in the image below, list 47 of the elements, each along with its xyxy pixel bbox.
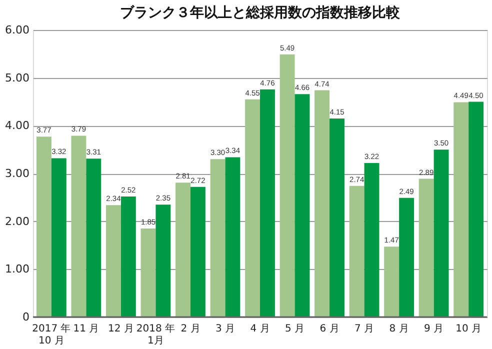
bar	[71, 136, 86, 317]
x-tick-label: 8 月	[389, 324, 409, 334]
y-tick-label: 0	[22, 310, 30, 324]
bar	[280, 54, 295, 317]
bar	[418, 178, 434, 317]
bar	[140, 228, 156, 317]
bar	[225, 157, 240, 317]
bar	[454, 102, 469, 317]
bar	[86, 158, 102, 317]
x-tick-label: 11 月	[73, 324, 100, 334]
x-tick-label: 3 月	[215, 324, 236, 334]
bar	[51, 158, 66, 317]
bar	[330, 118, 344, 317]
bar	[349, 186, 364, 317]
bar	[245, 99, 260, 317]
bar	[384, 246, 400, 317]
chart-title: ブランク３年以上と総採用数の指数推移比較	[120, 4, 401, 21]
x-tick-label: 5 月	[284, 324, 305, 334]
y-tick-label: 3.00	[5, 167, 30, 180]
bar	[260, 89, 275, 317]
x-tick-label: 7 月	[354, 324, 374, 334]
bar	[468, 102, 484, 317]
y-tick-label: 6.00	[5, 24, 30, 36]
bar	[36, 136, 52, 317]
x-tick-label: 12 月	[108, 324, 134, 334]
x-tick-label: 2 月	[180, 324, 200, 334]
x-tick-label: 4 月	[250, 324, 270, 334]
bar	[190, 186, 206, 317]
bar	[434, 150, 449, 317]
y-tick-label: 1.00	[5, 262, 30, 276]
bar	[156, 204, 171, 317]
x-tick-label: 2017 年 10 月	[32, 322, 71, 346]
bar	[294, 94, 310, 317]
bar	[106, 205, 121, 317]
y-tick-label: 5.00	[5, 71, 30, 84]
bar	[210, 159, 226, 317]
x-tick-label: 6 月	[320, 324, 340, 334]
x-tick-label: 2018 年 1月	[136, 322, 176, 346]
y-tick-label: 2.00	[5, 214, 30, 228]
y-tick-label: 4.00	[5, 119, 30, 132]
bar	[314, 90, 330, 317]
bar	[399, 198, 414, 317]
bar	[364, 162, 380, 317]
bar	[176, 182, 190, 317]
x-tick-label: 9 月	[424, 324, 444, 334]
x-tick-label: 10 月	[456, 324, 482, 334]
bar	[120, 196, 136, 317]
